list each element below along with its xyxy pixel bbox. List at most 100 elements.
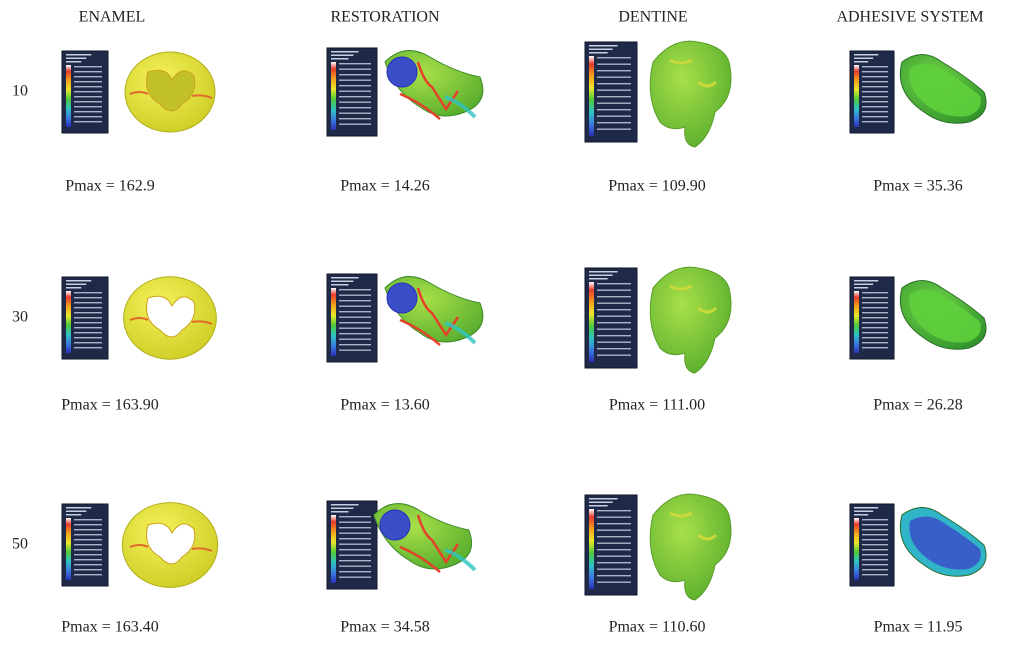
legend-entry (74, 76, 102, 78)
legend-entry (862, 332, 888, 334)
legend-entry (74, 554, 102, 556)
legend-entry (74, 539, 102, 541)
legend-heading (589, 45, 618, 47)
legend-entry (74, 297, 102, 299)
adhesive-inner (909, 289, 981, 343)
legend-entry (339, 349, 371, 351)
legend-heading (66, 287, 82, 289)
legend-entry (74, 66, 102, 68)
legend-heading (331, 511, 349, 513)
legend-heading (854, 61, 869, 63)
legend-entry (862, 554, 888, 556)
result-panel: Pmax = 162.9 (61, 50, 216, 195)
legend-entry (862, 347, 888, 349)
legend-entry (597, 354, 631, 356)
legend-entry (339, 112, 371, 114)
legend-entry (597, 536, 631, 538)
legend-entry (862, 559, 888, 561)
result-panel: Pmax = 26.28 (849, 276, 987, 414)
legend-entry (74, 332, 102, 334)
legend-entry (597, 555, 631, 557)
legend-entry (339, 79, 371, 81)
legend-entry (597, 529, 631, 531)
enamel-cavity (146, 295, 196, 338)
legend-entry (862, 106, 888, 108)
legend-entry (862, 529, 888, 531)
legend-entry (339, 107, 371, 109)
legend-entry (862, 121, 888, 123)
legend-entry (74, 574, 102, 576)
legend-entry (862, 297, 888, 299)
legend-entry (339, 554, 371, 556)
legend-entry (597, 70, 631, 72)
legend-entry (597, 322, 631, 324)
legend-entry (74, 317, 102, 319)
legend-entry (339, 532, 371, 534)
legend-entry (862, 342, 888, 344)
legend-entry (597, 516, 631, 518)
legend-heading (589, 271, 618, 273)
legend-heading (589, 498, 618, 500)
legend-entry (862, 101, 888, 103)
legend-scale (331, 62, 336, 130)
legend-entry (862, 544, 888, 546)
legend-entry (339, 289, 371, 291)
legend-entry (597, 510, 631, 512)
legend-heading (331, 280, 354, 282)
legend-entry (597, 96, 631, 98)
legend-entry (339, 543, 371, 545)
legend-entry (862, 524, 888, 526)
legend-entry (74, 121, 102, 123)
result-panel: Pmax = 35.36 (849, 50, 987, 195)
legend-entry (74, 559, 102, 561)
legend-entry (862, 307, 888, 309)
stress-band (129, 544, 213, 552)
legend-entry (862, 86, 888, 88)
stress-band (399, 61, 460, 120)
legend-entry (862, 81, 888, 83)
legend-entry (339, 516, 371, 518)
result-panel: Pmax = 163.40 (61, 502, 219, 636)
legend-entry (74, 534, 102, 536)
low-stress-zone (386, 282, 418, 314)
caption: Pmax = 163.40 (61, 619, 158, 636)
legend-heading (854, 510, 874, 512)
legend-entry (862, 292, 888, 294)
legend-entry (339, 300, 371, 302)
legend-heading (854, 514, 869, 516)
legend-entry (74, 91, 102, 93)
column-header: RESTORATION (330, 9, 439, 26)
mid-stress (444, 548, 477, 572)
column-header: DENTINE (618, 9, 687, 26)
legend-entry (74, 81, 102, 83)
result-panel: Pmax = 109.90 (584, 40, 732, 195)
legend-entry (339, 527, 371, 529)
legend-entry (74, 342, 102, 344)
legend-entry (339, 311, 371, 313)
legend-entry (597, 109, 631, 111)
legend-entry (862, 564, 888, 566)
stress-band (129, 317, 213, 325)
legend-entry (339, 576, 371, 578)
legend-entry (74, 96, 102, 98)
legend-heading (589, 278, 608, 280)
legend-entry (74, 569, 102, 571)
legend-entry (74, 337, 102, 339)
legend-heading (331, 58, 349, 60)
legend-entry (339, 305, 371, 307)
legend-entry (597, 348, 631, 350)
legend-entry (339, 322, 371, 324)
legend-entry (74, 529, 102, 531)
legend-entry (339, 327, 371, 329)
legend-entry (339, 123, 371, 125)
legend-entry (74, 312, 102, 314)
legend-entry (597, 568, 631, 570)
legend-entry (597, 549, 631, 551)
legend-entry (339, 571, 371, 573)
legend-entry (339, 538, 371, 540)
legend-entry (597, 328, 631, 330)
legend-heading (66, 54, 92, 56)
legend-entry (339, 565, 371, 567)
mid-stress (444, 95, 477, 119)
enamel-cavity (146, 69, 196, 112)
